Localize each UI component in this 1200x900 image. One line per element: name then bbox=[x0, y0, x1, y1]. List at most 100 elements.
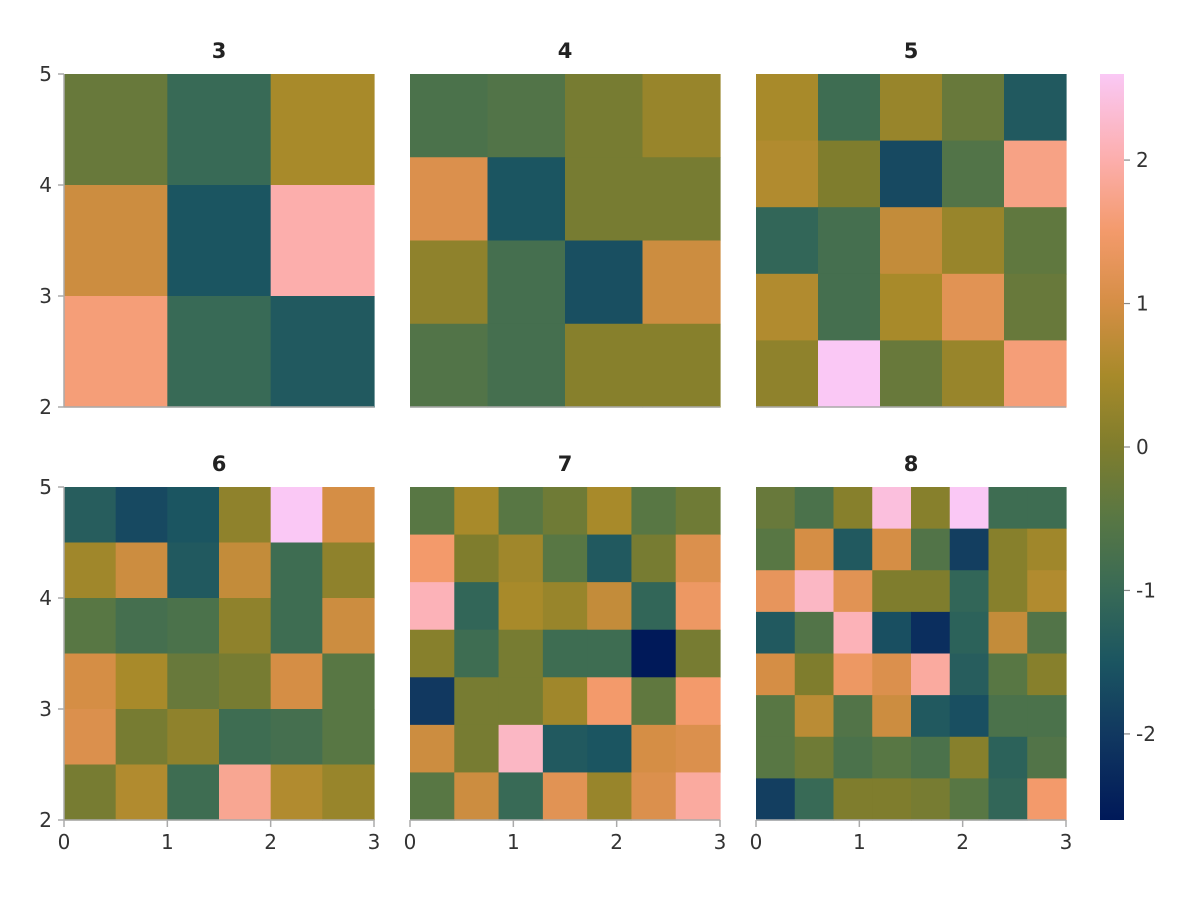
heatmap-cell bbox=[872, 736, 912, 779]
heatmap-cell bbox=[833, 570, 873, 613]
heatmap-cell bbox=[64, 185, 168, 297]
heatmap-cell bbox=[498, 629, 544, 678]
heatmap-cell bbox=[542, 772, 588, 821]
heatmap-cell bbox=[64, 542, 117, 599]
heatmap-cell bbox=[322, 764, 375, 821]
heatmap-cell bbox=[219, 487, 272, 544]
heatmap-cell bbox=[487, 240, 566, 325]
x-tick-label: 1 bbox=[507, 830, 520, 854]
heatmap-cell bbox=[756, 611, 796, 655]
colorbar-tick-label: 1 bbox=[1136, 292, 1149, 316]
heatmap-cell bbox=[1004, 74, 1067, 142]
heatmap-cell bbox=[794, 653, 835, 696]
colorbar-tick-label: -2 bbox=[1136, 722, 1156, 746]
heatmap-cell bbox=[167, 598, 220, 655]
heatmap-cell bbox=[675, 629, 721, 678]
heatmap-cell bbox=[410, 582, 455, 631]
heatmap-cell bbox=[642, 74, 721, 158]
heatmap-cell bbox=[587, 582, 633, 631]
heatmap-cell bbox=[64, 764, 117, 821]
heatmap-cell bbox=[542, 677, 588, 726]
heatmap-cell bbox=[64, 487, 117, 544]
heatmap-cell bbox=[911, 695, 951, 738]
heatmap-cell bbox=[219, 542, 272, 599]
x-tick-label: 3 bbox=[1060, 830, 1073, 854]
heatmap-cell bbox=[167, 296, 272, 408]
panel-title: 4 bbox=[558, 39, 573, 63]
heatmap-cell bbox=[988, 528, 1028, 571]
heatmap-cell bbox=[942, 340, 1005, 408]
heatmap-cell bbox=[167, 764, 220, 821]
heatmap-cell bbox=[167, 185, 272, 297]
heatmap-cell bbox=[949, 736, 990, 779]
x-tick-label: 0 bbox=[404, 830, 417, 854]
heatmap-cell bbox=[911, 778, 951, 821]
heatmap-cell bbox=[587, 724, 633, 774]
heatmap-cell bbox=[872, 570, 912, 613]
y-tick-label: 2 bbox=[39, 808, 52, 832]
panel-title: 7 bbox=[558, 452, 573, 476]
x-tick-label: 3 bbox=[714, 830, 727, 854]
heatmap-cell bbox=[115, 487, 168, 544]
heatmap-cell bbox=[631, 677, 677, 726]
heatmap-cell bbox=[565, 157, 644, 242]
heatmap-cell bbox=[675, 772, 721, 821]
heatmap-cell bbox=[410, 487, 455, 536]
heatmap-cell bbox=[565, 323, 644, 408]
heatmap-cell bbox=[642, 240, 721, 325]
heatmap-cell bbox=[115, 709, 168, 766]
heatmap-cell bbox=[949, 570, 990, 613]
heatmap-cell bbox=[1027, 778, 1067, 821]
heatmap-cell bbox=[911, 528, 951, 571]
heatmap-cell bbox=[818, 340, 881, 408]
heatmap-cell bbox=[756, 695, 796, 738]
heatmap-cell bbox=[675, 487, 721, 536]
heatmap-cell bbox=[270, 185, 375, 297]
heatmap-cell bbox=[487, 74, 566, 158]
heatmap-cell bbox=[756, 273, 819, 341]
heatmap-cell bbox=[988, 695, 1028, 738]
heatmap-cell bbox=[498, 534, 544, 583]
heatmap-cell bbox=[794, 487, 835, 530]
heatmap-cell bbox=[270, 764, 323, 821]
heatmap-cell bbox=[756, 778, 796, 821]
heatmap-cell bbox=[911, 736, 951, 779]
x-tick-label: 1 bbox=[853, 830, 866, 854]
heatmap-cell bbox=[794, 611, 835, 655]
heatmap-cell bbox=[1004, 273, 1067, 341]
heatmap-cell bbox=[410, 724, 455, 774]
heatmap-cell bbox=[410, 323, 489, 408]
heatmap-cell bbox=[872, 653, 912, 696]
heatmap-cell bbox=[988, 570, 1028, 613]
heatmap-cell bbox=[587, 772, 633, 821]
heatmap-cell bbox=[410, 74, 489, 158]
heatmap-cell bbox=[675, 534, 721, 583]
heatmap-cell bbox=[756, 736, 796, 779]
heatmap-cell bbox=[542, 534, 588, 583]
heatmap-cell bbox=[270, 709, 323, 766]
heatmap-cell bbox=[542, 629, 588, 678]
heatmap-cell bbox=[880, 74, 943, 142]
heatmap-cell bbox=[942, 140, 1005, 208]
heatmap-cell bbox=[454, 772, 500, 821]
heatmap-cell bbox=[833, 653, 873, 696]
heatmap-cell bbox=[880, 273, 943, 341]
panel-title: 3 bbox=[212, 39, 227, 63]
heatmap-cell bbox=[794, 736, 835, 779]
heatmap-cell bbox=[454, 677, 500, 726]
y-tick-label: 5 bbox=[39, 475, 52, 499]
heatmap-cell bbox=[587, 677, 633, 726]
heatmap-cell bbox=[756, 140, 819, 208]
heatmap-cell bbox=[794, 570, 835, 613]
heatmap-cell bbox=[454, 582, 500, 631]
heatmap-cell bbox=[631, 629, 677, 678]
heatmap-cell bbox=[988, 736, 1028, 779]
heatmap-cell bbox=[498, 487, 544, 536]
heatmap-cell bbox=[872, 487, 912, 530]
heatmap-cell bbox=[872, 778, 912, 821]
panel-title: 6 bbox=[212, 452, 227, 476]
y-tick-label: 2 bbox=[39, 395, 52, 419]
y-tick-label: 5 bbox=[39, 62, 52, 86]
heatmap-cell bbox=[833, 487, 873, 530]
